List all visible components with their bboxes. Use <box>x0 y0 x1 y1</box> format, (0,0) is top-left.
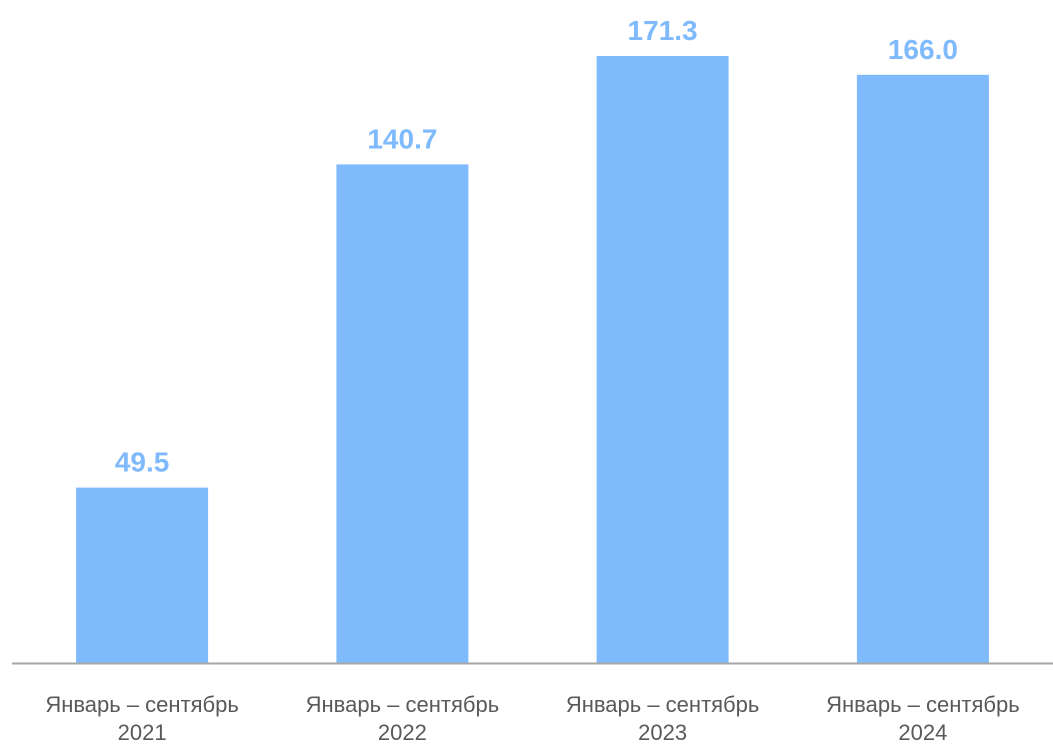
data-label-3: 166.0 <box>888 34 958 65</box>
category-label-1-line-0: Январь – сентябрь <box>306 692 500 717</box>
bar-2 <box>596 56 729 663</box>
bar-0 <box>76 487 209 663</box>
data-label-2: 171.3 <box>628 15 698 46</box>
category-label-0-line-0: Январь – сентябрь <box>45 692 239 717</box>
data-label-0: 49.5 <box>115 447 170 478</box>
category-label-1-line-1: 2022 <box>378 720 427 745</box>
category-label-3-line-0: Январь – сентябрь <box>826 692 1020 717</box>
category-label-2-line-1: 2023 <box>638 720 687 745</box>
bars-group <box>76 56 989 664</box>
category-labels-group: Январь – сентябрь 2021 Январь – сентябрь 20… <box>45 692 1019 745</box>
category-label-0-line-1: 2021 <box>118 720 167 745</box>
category-label-2-line-0: Январь – сентябрь <box>566 692 760 717</box>
bar-1 <box>336 164 469 663</box>
data-labels-group: 49.5 140.7 171.3 166.0 <box>115 15 958 478</box>
category-label-3-line-1: 2024 <box>898 720 947 745</box>
data-label-1: 140.7 <box>367 123 437 154</box>
bar-3 <box>856 74 989 664</box>
